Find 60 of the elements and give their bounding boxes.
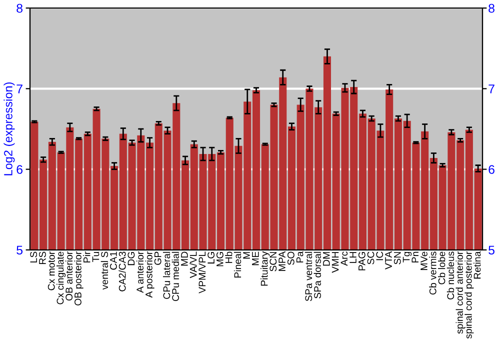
y2-tick-label: 6 — [488, 165, 494, 174]
x-tick-label: OB posterior — [74, 251, 84, 306]
x-tick-label: MG — [216, 252, 224, 266]
x-tick-label: SPa ventral — [304, 252, 312, 302]
x-tick-label: PAG — [358, 252, 366, 270]
x-tick-label: VA/VL — [190, 252, 197, 278]
x-tick-label: CPu lateral — [162, 252, 170, 299]
x-tick-label: Tu — [92, 252, 100, 262]
x-tick-label: Arc — [340, 252, 348, 266]
x-tick-label: LS — [30, 252, 38, 262]
x-tick-label: CA1 — [110, 252, 117, 270]
x-tick-label: SO — [287, 252, 294, 265]
x-tick-label: Hb — [225, 252, 232, 263]
x-tick-label: Pn — [412, 252, 418, 262]
x-tick-label: M — [243, 252, 250, 259]
x-tick-label: DG — [128, 252, 135, 266]
y-tick-label: 6 — [16, 165, 23, 174]
x-tick-label: MPA — [278, 251, 286, 271]
x-tick-label: Pituitary — [260, 251, 270, 286]
x-tick-label: Cb lobe — [438, 252, 446, 284]
x-tick-label: A posterior — [145, 251, 154, 298]
x-tick-label: A anterior — [136, 251, 144, 293]
y2-tick-label: 8 — [488, 4, 494, 13]
x-tick-label: VMH — [332, 252, 339, 273]
x-tick-label: Pir — [83, 251, 90, 262]
x-tick-label: MD — [181, 252, 188, 266]
x-tick-label: VTA — [385, 251, 392, 270]
y-tick-label: 5 — [16, 246, 23, 255]
x-tick-label: CA2/CA3 — [118, 252, 126, 292]
x-tick-label: DM — [323, 252, 330, 266]
x-tick-label: LH — [350, 252, 356, 263]
x-tick-label: VPM/VPL — [198, 252, 206, 294]
x-tick-label: SCN — [270, 252, 277, 272]
y2-tick-label: 5 — [488, 246, 494, 255]
x-tick-label: Cx motor — [48, 251, 55, 290]
x-tick-label: Cb nucleus — [446, 252, 454, 300]
x-tick-label: Cb vermis — [429, 252, 436, 295]
x-tick-label: IC — [376, 252, 384, 260]
x-tick-label: ME — [252, 252, 259, 266]
x-tick-label: spinal cord anterior — [456, 251, 465, 334]
x-tick-label: CPu medial — [172, 252, 180, 302]
x-tick-label: Tg — [402, 252, 412, 262]
x-tick-label: Pa — [296, 251, 304, 262]
x-tick-label: SN — [394, 252, 401, 264]
y-tick-label: 8 — [16, 4, 23, 13]
x-tick-label: RS — [39, 252, 46, 264]
x-tick-label: spinal cord posterior — [464, 251, 474, 339]
x-tick-label: OB anterior — [65, 251, 73, 301]
x-tick-label: Retina — [474, 251, 481, 279]
x-tick-label: GP — [154, 252, 162, 265]
x-tick-label: ventral S — [100, 252, 108, 290]
y-axis-title: Log2 (expression) — [4, 82, 15, 176]
x-tick-label: SC — [367, 252, 374, 264]
x-tick-label: Cx cingulate — [56, 252, 66, 304]
x-tick-label: MVe — [420, 252, 428, 270]
y-tick-label: 7 — [16, 84, 22, 94]
y2-tick-label: 7 — [488, 84, 494, 94]
x-tick-label: SPa dorsal — [314, 252, 321, 298]
x-tick-label: LG — [208, 252, 214, 264]
x-tick-label: Pineal — [234, 252, 242, 278]
